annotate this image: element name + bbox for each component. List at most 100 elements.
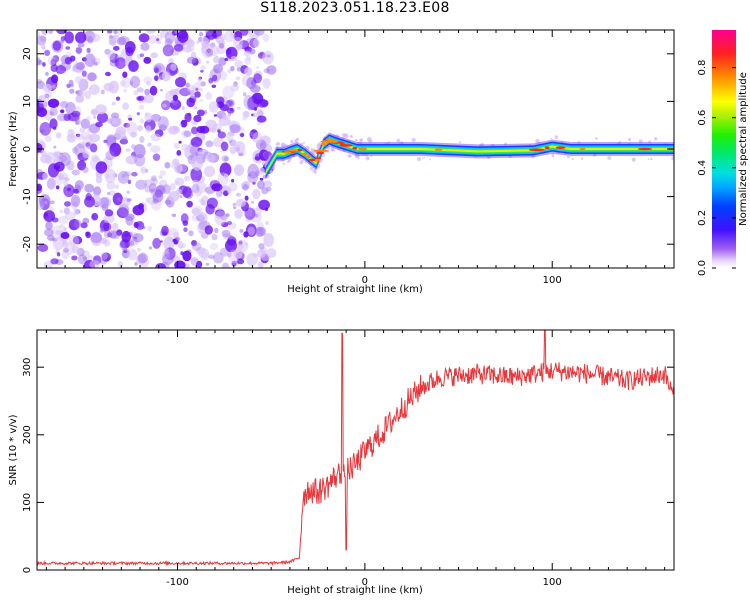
noise-blob	[43, 210, 55, 223]
noise-blob	[170, 63, 177, 71]
noise-blob	[170, 183, 176, 191]
noise-blob	[174, 177, 185, 186]
noise-blob	[47, 234, 55, 241]
noise-blob	[112, 222, 119, 232]
signal-halo-dot	[396, 138, 401, 143]
noise-blob	[37, 57, 41, 66]
noise-blob	[72, 236, 83, 245]
noise-blob	[226, 131, 234, 142]
noise-blob	[59, 209, 63, 214]
noise-blob	[65, 102, 76, 115]
noise-blob	[257, 261, 264, 268]
noise-blob	[103, 214, 115, 224]
noise-blob	[75, 134, 85, 141]
noise-blob	[126, 198, 132, 202]
noise-blob	[184, 145, 197, 160]
signal-halo-dot	[554, 135, 559, 140]
signal-band	[264, 132, 674, 180]
noise-blob	[159, 89, 163, 92]
signal-halo-dot	[567, 155, 570, 159]
noise-blob	[190, 136, 203, 148]
noise-blob	[113, 30, 118, 34]
noise-blob	[161, 71, 171, 82]
noise-blob	[246, 38, 253, 44]
noise-blob	[85, 141, 93, 150]
noise-blob	[147, 142, 152, 147]
noise-blob	[189, 95, 197, 104]
signal-halo-dot	[304, 161, 307, 164]
noise-blob	[254, 226, 264, 237]
signal-halo-dot	[290, 140, 294, 144]
noise-blob	[73, 208, 80, 216]
noise-blob	[220, 141, 229, 152]
noise-blob	[89, 260, 101, 268]
noise-blob	[150, 145, 161, 153]
noise-blob	[74, 219, 82, 229]
noise-blob	[69, 88, 75, 94]
noise-blob	[85, 72, 98, 82]
signal-halo-dot	[305, 145, 310, 151]
spectrogram-x-tick-label: -100	[166, 275, 189, 286]
signal-halo-dot	[504, 142, 507, 146]
noise-blob	[205, 91, 213, 100]
snr-y-tick-label: 200	[22, 425, 33, 444]
noise-blob	[80, 118, 91, 129]
noise-blob	[184, 112, 192, 123]
signal-halo-dot	[303, 141, 306, 144]
noise-blob	[191, 155, 203, 171]
noise-blob	[133, 90, 138, 96]
noise-blob	[55, 132, 62, 139]
colorbar-tick-label: 0.8	[697, 60, 708, 76]
noise-blob	[233, 37, 243, 49]
noise-blob	[95, 161, 108, 174]
signal-hot-spot	[283, 151, 292, 154]
noise-blob	[233, 249, 243, 259]
spectrogram-x-tick-label: 100	[543, 275, 562, 286]
signal-band-cyan	[265, 136, 674, 177]
noise-blob	[239, 229, 244, 233]
noise-blob	[230, 107, 234, 112]
noise-blob	[137, 95, 145, 101]
noise-blob	[213, 114, 218, 117]
noise-blob	[231, 178, 235, 183]
signal-halo-dot	[309, 166, 314, 171]
noise-blob	[191, 208, 201, 215]
noise-blob	[124, 170, 131, 177]
noise-blob	[152, 191, 164, 203]
noise-blob	[66, 51, 72, 58]
noise-blob	[260, 253, 270, 261]
noise-blob	[89, 33, 101, 42]
noise-blob	[119, 80, 126, 87]
noise-blob	[208, 77, 214, 84]
noise-blob	[219, 213, 229, 221]
noise-blob	[86, 116, 91, 122]
noise-blob	[177, 241, 184, 248]
signal-halo-dot	[335, 134, 339, 139]
signal-halo-dot	[528, 144, 531, 146]
signal-halo-dot	[326, 146, 331, 150]
noise-blob	[175, 188, 182, 195]
noise-blob	[125, 148, 131, 152]
noise-blob	[108, 35, 114, 39]
noise-blob	[71, 110, 81, 118]
noise-blob	[60, 38, 65, 44]
noise-blob	[71, 246, 81, 254]
noise-blob	[253, 73, 262, 84]
signal-halo-dot	[537, 142, 540, 144]
noise-blob	[107, 191, 111, 196]
signal-halo-dot	[365, 156, 370, 161]
noise-blob	[49, 118, 58, 129]
noise-blob	[162, 44, 174, 57]
noise-blob	[247, 96, 259, 111]
noise-blob	[236, 46, 241, 52]
noise-blob	[80, 222, 88, 229]
noise-blob	[112, 34, 119, 40]
noise-blob	[251, 200, 254, 204]
chart-title: S118.2023.051.18.23.E08	[260, 0, 450, 16]
noise-blob	[44, 135, 52, 142]
noise-blob	[68, 234, 80, 247]
signal-halo-dot	[593, 153, 597, 157]
noise-blob	[175, 77, 186, 88]
signal-halo-dot	[487, 155, 491, 159]
